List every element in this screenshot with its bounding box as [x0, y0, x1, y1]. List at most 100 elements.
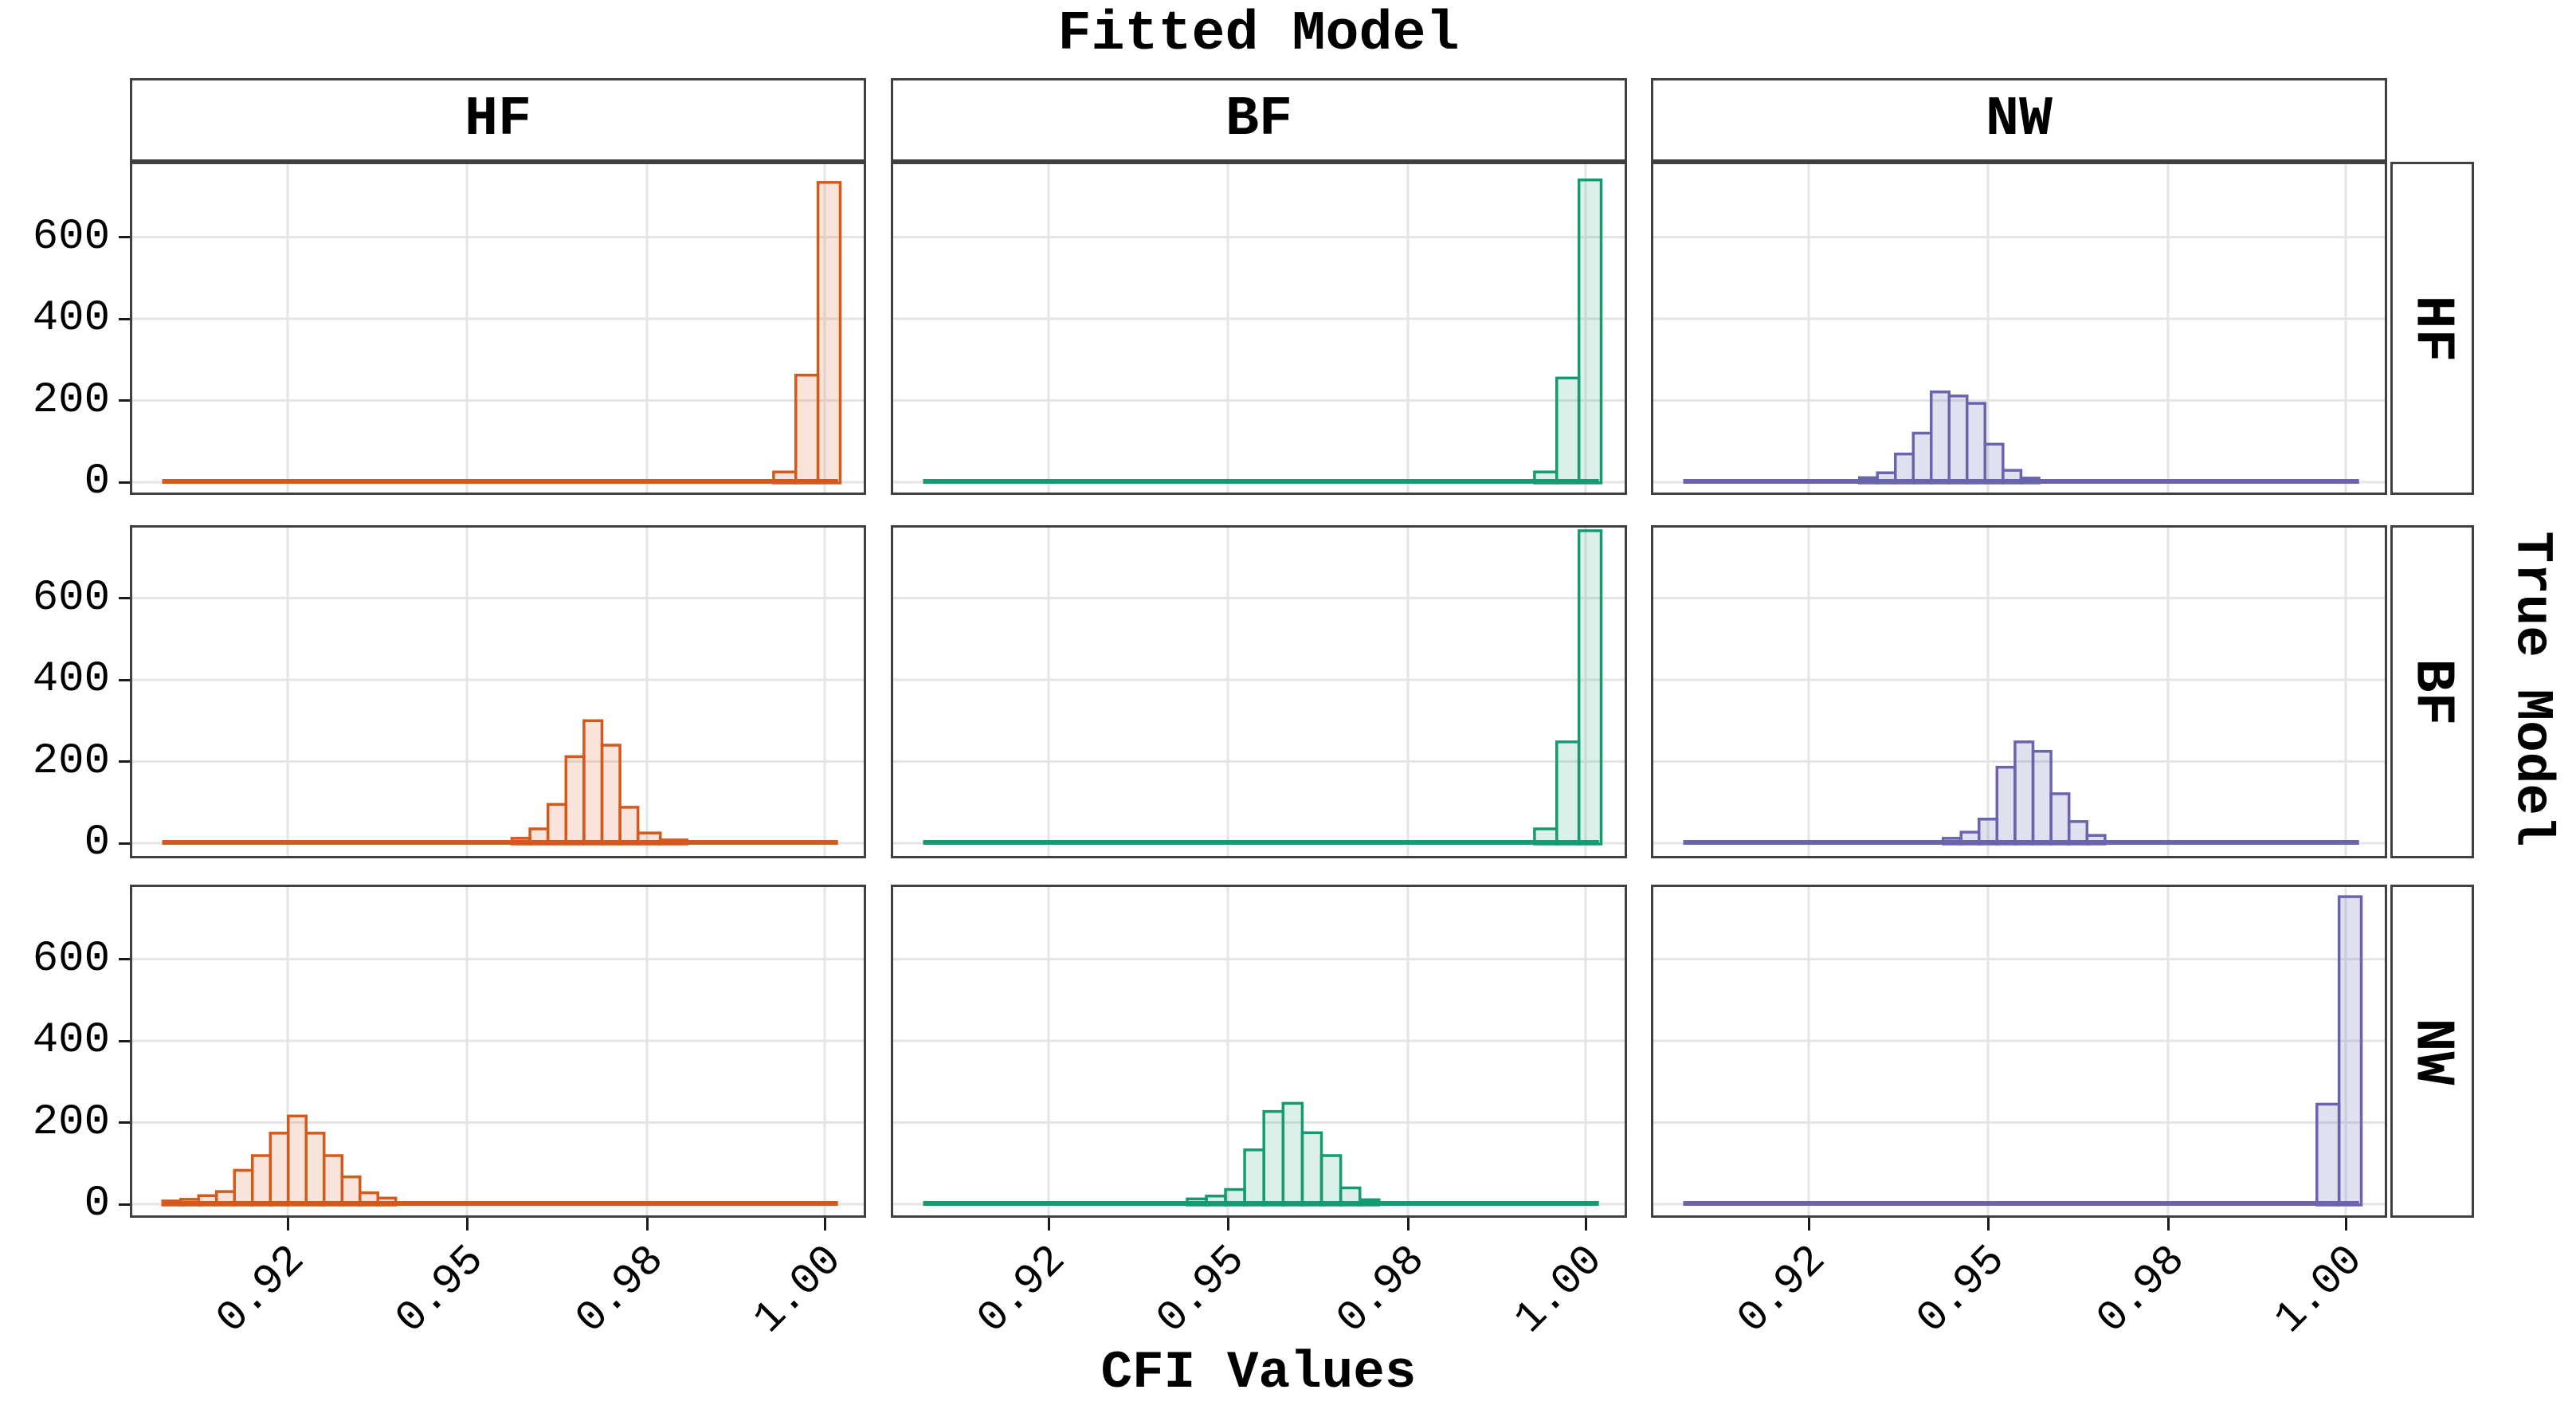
- facet-panel-BF-NW: [1651, 525, 2387, 858]
- histogram-bar: [1533, 470, 1559, 485]
- histogram-bar: [287, 1114, 308, 1207]
- facet-panel-BF-BF: [891, 525, 1627, 858]
- row-strip-label: BF: [2400, 657, 2464, 726]
- histogram-bar: [1942, 837, 1962, 846]
- panel-border: [891, 525, 1627, 858]
- histogram-bar: [340, 1175, 362, 1207]
- facet-panel-BF-HF: [130, 525, 866, 858]
- histogram-bar: [1966, 402, 1986, 485]
- y-axis-tick: [119, 481, 130, 484]
- histogram-bar: [197, 1194, 218, 1207]
- y-axis-tick: [119, 1039, 130, 1042]
- histogram-bar: [658, 838, 688, 846]
- histogram-bar: [1243, 1148, 1265, 1207]
- histogram-bar: [1555, 376, 1581, 485]
- histogram-bar: [1262, 1109, 1285, 1207]
- y-tick-label: 200: [32, 736, 110, 786]
- figure-title: Fitted Model: [1057, 3, 1460, 66]
- y-tick-label: 600: [32, 934, 110, 983]
- y-tick-label: 200: [32, 1097, 110, 1147]
- y-axis-tick: [119, 236, 130, 238]
- histogram-bar: [2019, 477, 2041, 485]
- histogram-bar: [233, 1168, 254, 1207]
- row-strip-NW: NW: [2390, 885, 2474, 1218]
- histogram-bar: [528, 827, 550, 846]
- histogram-bar: [161, 1199, 182, 1207]
- histogram-bar: [1911, 431, 1933, 485]
- col-strip-label: HF: [464, 88, 531, 151]
- histogram-bar: [1224, 1187, 1246, 1207]
- x-axis-tick: [1584, 1218, 1587, 1231]
- histogram-bar: [772, 470, 798, 485]
- row-strip-label: HF: [2400, 294, 2464, 363]
- histogram-bar: [1959, 830, 1981, 846]
- histogram-bar: [1947, 394, 1969, 485]
- histogram-bar: [582, 719, 604, 846]
- y-tick-label: 0: [84, 1180, 110, 1228]
- y-axis-tick: [119, 678, 130, 681]
- histogram-bar: [251, 1154, 272, 1207]
- histogram-bar: [1339, 1186, 1362, 1207]
- histogram-bar: [376, 1196, 398, 1207]
- histogram-bar: [1858, 476, 1879, 485]
- right-axis-title-wrap: True Model: [2492, 0, 2572, 1377]
- histogram-bar: [1577, 179, 1603, 485]
- histogram-bar: [1894, 452, 1915, 485]
- histogram-bar: [1876, 471, 1897, 485]
- x-axis-tick: [465, 1218, 469, 1231]
- histogram-bar: [546, 803, 568, 846]
- histogram-baseline: [923, 1201, 1599, 1206]
- x-axis-tick: [1406, 1218, 1410, 1231]
- histogram-bar: [1281, 1101, 1304, 1207]
- facet-panel-HF-NW: [1651, 162, 2387, 495]
- facet-panel-NW-BF: [891, 885, 1627, 1218]
- histogram-bar: [636, 831, 662, 846]
- y-tick-label: 400: [32, 1016, 110, 1065]
- histogram-bar: [304, 1132, 326, 1207]
- panel-border: [130, 885, 866, 1218]
- x-axis-title: CFI Values: [1100, 1343, 1417, 1403]
- histogram-bar: [1978, 818, 1999, 846]
- histogram-bar: [1983, 442, 2005, 485]
- x-axis-tick: [645, 1218, 649, 1231]
- panel-border: [1651, 162, 2387, 495]
- col-strip-HF: HF: [130, 78, 866, 162]
- panel-border: [891, 162, 1627, 495]
- histogram-bar: [179, 1198, 200, 1207]
- histogram-bar: [323, 1154, 343, 1207]
- x-axis-tick: [2344, 1218, 2347, 1231]
- histogram-baseline: [923, 840, 1599, 845]
- x-axis-tick: [286, 1218, 289, 1231]
- histogram-bar: [269, 1132, 290, 1207]
- y-axis-tick: [119, 317, 130, 320]
- histogram-bar: [2002, 469, 2023, 485]
- y-axis-tick: [119, 1203, 130, 1206]
- col-strip-label: BF: [1225, 88, 1292, 151]
- right-axis-title: True Model: [2502, 530, 2562, 847]
- panel-border: [1651, 525, 2387, 858]
- histogram-bar: [2337, 895, 2363, 1207]
- col-strip-BF: BF: [891, 78, 1627, 162]
- y-axis-tick: [119, 760, 130, 763]
- row-strip-label: NW: [2400, 1017, 2464, 1085]
- y-tick-label: 600: [32, 212, 110, 261]
- histogram-bar: [1577, 529, 1603, 846]
- histogram-bar: [1555, 740, 1581, 846]
- histogram-bar: [2013, 740, 2035, 846]
- histogram-baseline: [162, 840, 838, 845]
- histogram-baseline: [162, 1201, 838, 1206]
- panel-border: [891, 885, 1627, 1218]
- panel-border: [130, 525, 866, 858]
- y-axis-tick: [119, 842, 130, 845]
- x-axis-tick: [2166, 1218, 2170, 1231]
- y-tick-label: 400: [32, 294, 110, 343]
- histogram-bar: [618, 806, 640, 846]
- histogram-bar: [2315, 1102, 2341, 1207]
- x-axis-tick: [1986, 1218, 1990, 1231]
- y-tick-label: 200: [32, 375, 110, 425]
- histogram-bar: [1186, 1197, 1208, 1207]
- histogram-bar: [1930, 390, 1951, 485]
- histogram-bar: [510, 837, 531, 846]
- histogram-bar: [2049, 792, 2071, 846]
